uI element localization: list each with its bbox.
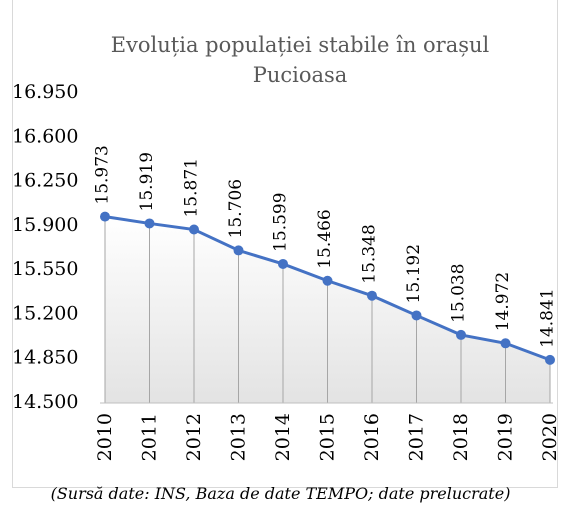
x-tick-label: 2020 xyxy=(539,413,561,461)
x-tick-label: 2011 xyxy=(139,413,161,461)
data-label: 14.972 xyxy=(493,272,513,331)
point xyxy=(500,338,511,349)
chart-frame xyxy=(12,0,558,488)
y-tick-label: 14.850 xyxy=(12,347,78,369)
y-tick-label: 16.250 xyxy=(12,170,78,192)
x-tick-label: 2016 xyxy=(361,413,383,461)
point xyxy=(456,329,466,340)
point xyxy=(322,275,333,286)
y-tick-label: 15.200 xyxy=(12,302,78,324)
data-label: 15.599 xyxy=(271,192,291,251)
chart-title: Evoluția populației stabile în orașul Pu… xyxy=(110,33,490,87)
data-label: 15.192 xyxy=(404,244,424,303)
data-label: 15.871 xyxy=(182,158,202,217)
y-tick-label: 14.500 xyxy=(12,391,78,413)
point xyxy=(100,211,110,222)
data-label: 14.841 xyxy=(538,288,558,347)
y-tick-label: 15.550 xyxy=(12,258,78,280)
point xyxy=(278,258,288,269)
point xyxy=(144,218,155,229)
x-tick-label: 2012 xyxy=(183,413,205,461)
data-label: 15.348 xyxy=(360,224,380,283)
x-tick-label: 2014 xyxy=(272,413,294,461)
x-tick-label: 2013 xyxy=(228,413,250,461)
x-tick-label: 2010 xyxy=(94,413,116,461)
x-tick-label: 2019 xyxy=(495,413,517,461)
y-tick-label: 15.900 xyxy=(12,214,78,236)
data-label: 15.706 xyxy=(226,179,246,238)
data-label: 15.973 xyxy=(93,145,113,204)
y-tick-label: 16.600 xyxy=(12,125,78,147)
point xyxy=(367,290,377,301)
data-label: 15.038 xyxy=(449,263,469,322)
point xyxy=(189,224,199,235)
data-label: 15.466 xyxy=(315,209,335,268)
x-tick-label: 2015 xyxy=(317,413,339,461)
point xyxy=(411,310,422,321)
y-tick-label: 16.950 xyxy=(12,81,78,103)
source-note: (Sursă date: INS, Baza de date TEMPO; da… xyxy=(50,484,511,503)
data-label: 15.919 xyxy=(137,152,157,211)
point xyxy=(233,245,244,256)
point xyxy=(545,354,555,365)
x-tick-label: 2017 xyxy=(406,413,428,461)
x-tick-label: 2018 xyxy=(450,413,472,461)
